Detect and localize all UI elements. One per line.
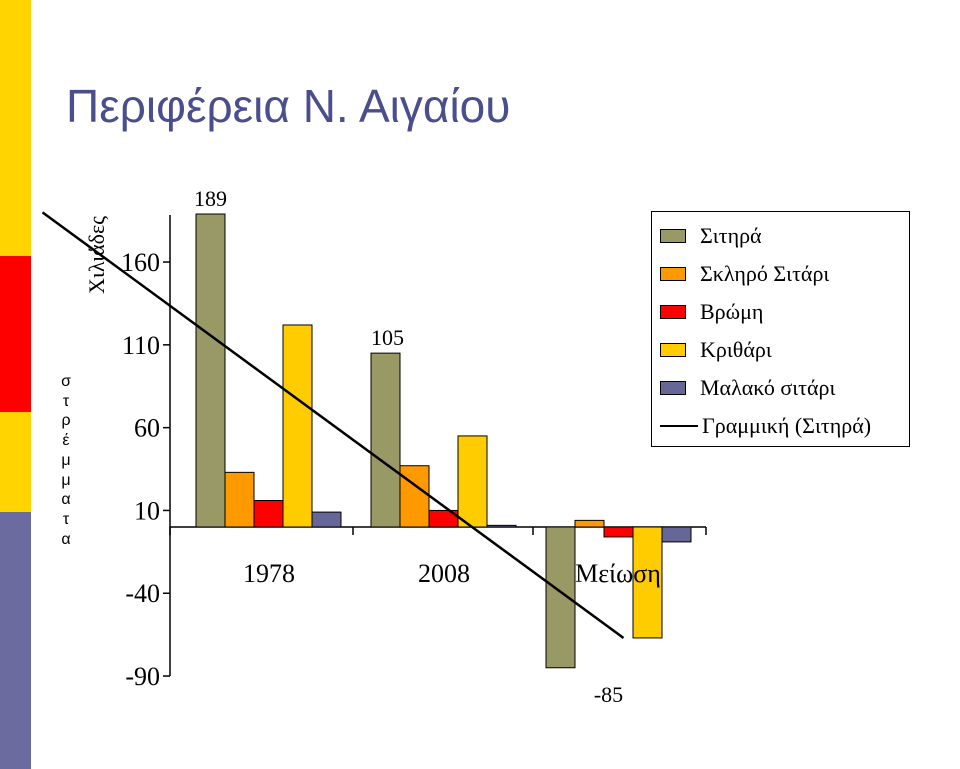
bar-1-1: [399, 465, 430, 528]
bar-2-0: [253, 500, 284, 528]
legend-item-0: Σιτηρά: [660, 223, 762, 249]
legend-swatch-1: [660, 267, 686, 281]
trendline: [41, 211, 625, 639]
stripe-yellow-top: [0, 0, 31, 256]
bar-0-2: [545, 526, 576, 669]
bar-4-0: [311, 511, 342, 528]
y-axis-title: Χιλιάδες: [84, 216, 109, 294]
legend-label-trendline: Γραμμική (Σιτηρά): [702, 413, 872, 438]
unit-side-label: στρέμματα: [61, 373, 71, 548]
data-label-2: -85: [594, 682, 623, 707]
legend-label-4: Μαλακό σιτάρι: [700, 375, 836, 400]
bar-3-0: [282, 324, 313, 528]
bar-4-1: [486, 524, 517, 528]
legend-swatch-3: [660, 343, 686, 357]
legend-label-3: Κριθάρι: [700, 337, 772, 362]
legend-item-3: Κριθάρι: [660, 337, 772, 363]
stripe-yellow-mid: [0, 412, 31, 512]
side-color-stripe: [0, 0, 31, 769]
stripe-red: [0, 256, 31, 412]
bar-1-2: [574, 519, 605, 528]
legend-label-1: Σκληρό Σιτάρι: [700, 261, 830, 286]
legend-swatch-4: [660, 381, 686, 395]
legend-label-2: Βρώμη: [700, 299, 764, 324]
labels-group: 1978 2008 Μείωση 189 105 -85: [41, 186, 661, 707]
legend-item-2: Βρώμη: [660, 299, 763, 325]
bar-3-2: [632, 526, 663, 639]
legend-swatch-0: [660, 229, 686, 243]
y-tick-label-5: -90: [125, 662, 160, 691]
y-tick-label-1: 110: [122, 331, 160, 360]
y-tick-label-2: 60: [134, 414, 160, 443]
legend-item-trendline: Γραμμική (Σιτηρά): [660, 413, 871, 439]
page-title: Περιφέρεια Ν. Αιγαίου: [66, 80, 511, 132]
category-label-2: Μείωση: [575, 559, 661, 588]
bar-3-1: [457, 435, 488, 528]
bar-0-0: [195, 213, 226, 528]
legend-item-4: Μαλακό σιτάρι: [660, 375, 835, 401]
y-tick-label-3: 10: [134, 496, 160, 525]
y-tick-label-0: 160: [121, 248, 160, 277]
bar-0-1: [370, 352, 401, 528]
legend-swatch-2: [660, 305, 686, 319]
bar-2-2: [603, 526, 634, 538]
bar-1-0: [224, 471, 255, 528]
legend-item-1: Σκληρό Σιτάρι: [660, 261, 829, 287]
data-label-0: 189: [194, 186, 227, 211]
legend-line-trendline: [660, 425, 698, 427]
stripe-blue: [0, 512, 31, 769]
bar-4-2: [661, 526, 692, 543]
y-tick-label-4: -40: [125, 579, 160, 608]
data-label-1: 105: [371, 325, 404, 350]
category-label-1: 2008: [418, 559, 470, 588]
category-label-0: 1978: [243, 559, 295, 588]
bars-group: [195, 213, 692, 669]
legend-label-0: Σιτηρά: [700, 223, 762, 248]
chart-legend: Σιτηρά Σκληρό Σιτάρι Βρώμη Κριθάρι Μαλακ…: [651, 211, 910, 447]
